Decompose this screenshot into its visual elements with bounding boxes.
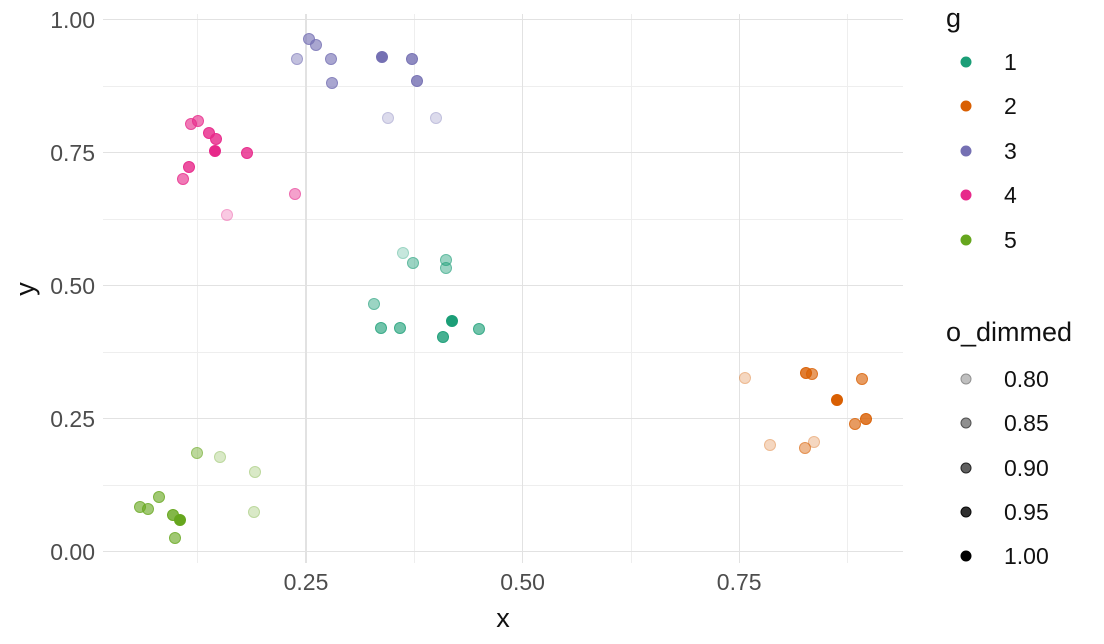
x-axis-title: x [496,603,510,633]
data-point-g4 [209,133,222,146]
data-point-g3 [376,50,389,63]
y-tick-label: 1.00 [50,6,95,33]
data-point-g2 [799,442,812,455]
y-tick-label: 0.50 [50,272,95,299]
legend-label: 4 [1004,182,1017,209]
data-point-g5 [174,514,187,527]
data-point-g3 [325,52,338,65]
plot-panel [103,14,903,563]
major-gridline [305,14,307,563]
major-gridline [103,550,903,553]
data-point-g5 [248,466,261,479]
legend-key-dot [960,234,972,246]
minor-gridline [413,14,415,563]
data-point-g3 [310,39,323,52]
major-gridline [103,151,903,154]
major-gridline [103,417,903,420]
data-point-g1 [374,321,387,334]
legend-key-dot [960,417,972,429]
data-point-g2 [856,372,869,385]
data-point-g5 [190,447,203,460]
legend-label: 0.80 [1004,366,1049,392]
data-point-g2 [805,368,818,381]
legend-key-dot [960,100,972,112]
legend-key-dot [960,462,972,474]
legend-key-dot [960,550,972,562]
data-point-g2 [739,372,752,385]
data-point-g4 [183,161,196,174]
data-point-g1 [473,323,486,336]
data-point-g1 [436,331,449,344]
legend-key-dot [960,506,972,518]
legend-label: 3 [1004,137,1017,164]
y-tick-label: 0.75 [50,139,95,166]
data-point-g4 [191,114,204,127]
data-point-g5 [142,503,155,516]
minor-gridline [103,85,903,87]
legend-title-g: g [946,3,962,33]
minor-gridline [103,484,903,486]
legend-label: 1 [1004,49,1017,75]
legend-key-dot [960,189,972,201]
data-point-g1 [394,321,407,334]
data-point-g3 [410,75,423,88]
data-point-g5 [169,532,182,545]
x-tick-label: 0.25 [283,569,329,595]
data-point-g5 [214,451,227,464]
legend-label: 5 [1004,226,1017,253]
legend-label: 2 [1004,93,1017,120]
data-point-g2 [831,394,844,407]
legend-label: 1.00 [1004,543,1049,570]
data-point-g3 [405,52,418,65]
minor-gridline [847,14,848,563]
data-point-g3 [382,111,395,124]
legend-key-dot [960,373,972,385]
legend-key-dot [960,56,972,68]
data-point-g4 [209,145,222,158]
data-point-g3 [291,52,304,65]
y-tick-label: 0.00 [50,538,95,565]
x-tick-label: 0.75 [716,569,762,595]
legend-label: 0.90 [1004,454,1049,481]
data-point-g4 [176,173,189,186]
legend-key-dot [960,145,972,157]
data-point-g1 [397,246,410,259]
minor-gridline [630,14,632,563]
data-point-g4 [241,146,254,159]
data-point-g2 [849,418,862,431]
data-point-g5 [248,506,261,519]
data-point-g1 [407,257,420,270]
data-point-g4 [288,187,301,200]
legend-label: 0.95 [1004,498,1049,525]
data-point-g3 [325,76,338,89]
data-point-g2 [859,412,872,425]
data-point-g2 [764,439,777,452]
data-point-g1 [440,261,453,274]
y-tick-label: 0.25 [50,405,95,432]
x-tick-label: 0.50 [500,569,545,595]
data-point-g5 [152,490,165,503]
legend-title-o_dimmed: o_dimmed [946,317,1073,347]
data-point-g1 [446,315,459,328]
major-gridline [738,14,740,563]
minor-gridline [197,14,199,563]
minor-gridline [103,218,903,220]
data-point-g4 [221,208,234,221]
legend-label: 0.85 [1004,410,1049,437]
y-axis-title: y [10,281,40,296]
minor-gridline [103,351,903,353]
major-gridline [103,18,903,21]
major-gridline [521,14,524,563]
data-point-g3 [429,111,442,124]
major-gridline [103,284,903,287]
data-point-g1 [367,298,380,311]
